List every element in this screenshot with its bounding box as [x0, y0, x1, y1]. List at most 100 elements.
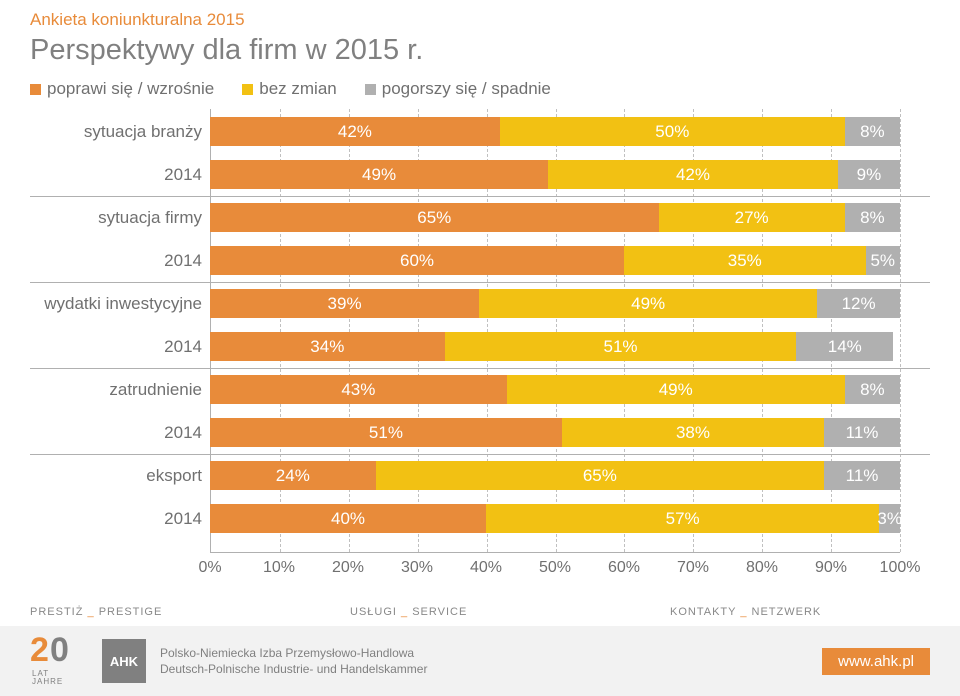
bar-segment: 38% — [562, 418, 824, 447]
legend-label: pogorszy się / spadnie — [382, 79, 551, 99]
bar-segment: 27% — [659, 203, 845, 232]
chart-row: eksport24%65%11% — [30, 461, 930, 490]
stacked-bar: 40%57%3% — [210, 504, 900, 533]
bar-segment: 14% — [796, 332, 893, 361]
legend-label: poprawi się / wzrośnie — [47, 79, 214, 99]
bar-segment: 51% — [210, 418, 562, 447]
bar-segment: 11% — [824, 418, 900, 447]
x-tick-label: 30% — [401, 559, 433, 577]
row-label: 2014 — [164, 337, 202, 357]
footer-logo-block: 2 0 LAT JAHRE AHK Polsko-Niemiecka Izba … — [30, 637, 427, 685]
chart-row: 2014 49%42%9% — [30, 160, 930, 189]
stacked-bar: 42%50%8% — [210, 117, 900, 146]
site-url: www.ahk.pl — [822, 648, 930, 675]
group-separator — [30, 196, 930, 197]
bar-segment: 42% — [548, 160, 838, 189]
legend-swatch — [30, 84, 41, 95]
group-separator — [30, 368, 930, 369]
bar-segment: 60% — [210, 246, 624, 275]
chart: 0% 10% 20% 30% 40% 50% 60% 70% 80% 90% 100% sytuac… — [30, 109, 930, 581]
bar-segment: 40% — [210, 504, 486, 533]
bar-segment: 8% — [845, 117, 900, 146]
group-separator — [30, 282, 930, 283]
bar-segment: 51% — [445, 332, 797, 361]
bar-segment: 5% — [866, 246, 901, 275]
logo-2-digit: 2 — [30, 631, 49, 670]
row-label: 2014 — [164, 165, 202, 185]
bar-segment: 11% — [824, 461, 900, 490]
x-tick-label: 50% — [539, 559, 571, 577]
logo-20-years: 2 0 LAT JAHRE — [30, 637, 88, 685]
bar-segment: 65% — [376, 461, 825, 490]
row-label: 2014 — [164, 423, 202, 443]
chart-row: zatrudnienie 43%49%8% — [30, 375, 930, 404]
bar-segment: 9% — [838, 160, 900, 189]
legend-swatch — [365, 84, 376, 95]
bar-segment: 65% — [210, 203, 659, 232]
page-title: Perspektywy dla firm w 2015 r. — [30, 34, 930, 67]
org-name: Polsko-Niemiecka Izba Przemysłowo-Handlo… — [160, 645, 427, 677]
footer: PRESTIŻ _ PRESTIGEUSŁUGI _ SERVICEKONTAK… — [0, 626, 960, 696]
bar-segment: 49% — [507, 375, 845, 404]
bar-segment: 49% — [479, 289, 817, 318]
group-separator — [30, 454, 930, 455]
stacked-bar: 39%49%12% — [210, 289, 900, 318]
stacked-bar: 49%42%9% — [210, 160, 900, 189]
chart-row: 2014 40%57%3% — [30, 504, 930, 533]
x-tick-label: 90% — [815, 559, 847, 577]
row-label: 2014 — [164, 251, 202, 271]
x-tick-label: 100% — [880, 559, 921, 577]
logo-0-digit: 0 — [50, 631, 69, 670]
x-tick-label: 60% — [608, 559, 640, 577]
bar-segment: 57% — [486, 504, 879, 533]
x-tick-label: 20% — [332, 559, 364, 577]
chart-row: 2014 60%35%5% — [30, 246, 930, 275]
stacked-bar: 24%65%11% — [210, 461, 900, 490]
footer-sections: PRESTIŻ _ PRESTIGEUSŁUGI _ SERVICEKONTAK… — [0, 606, 960, 626]
x-tick-label: 40% — [470, 559, 502, 577]
chart-row: sytuacja branży 42%50%8% — [30, 117, 930, 146]
org-line-1: Polsko-Niemiecka Izba Przemysłowo-Handlo… — [160, 645, 427, 661]
bar-segment: 35% — [624, 246, 866, 275]
row-label: sytuacja branży — [84, 122, 202, 142]
org-line-2: Deutsch-Polnische Industrie- und Handels… — [160, 661, 427, 677]
row-label: wydatki inwestycyjne — [44, 294, 202, 314]
chart-row: 2014 34%51%14% — [30, 332, 930, 361]
legend-item: pogorszy się / spadnie — [365, 79, 551, 99]
x-axis-labels: 0%10%20%30%40%50%60%70%80%90%100% — [210, 557, 900, 581]
ahk-logo: AHK — [102, 639, 146, 683]
bar-segment: 34% — [210, 332, 445, 361]
stacked-bar: 43%49%8% — [210, 375, 900, 404]
row-label: 2014 — [164, 509, 202, 529]
stacked-bar: 60%35%5% — [210, 246, 900, 275]
chart-row: wydatki inwestycyjne 39%49%12% — [30, 289, 930, 318]
x-tick-label: 10% — [263, 559, 295, 577]
bar-segment: 49% — [210, 160, 548, 189]
footer-section-label: KONTAKTY _ NETZWERK — [640, 606, 960, 626]
bar-segment: 3% — [879, 504, 900, 533]
stacked-bar: 51%38%11% — [210, 418, 900, 447]
bar-segment: 43% — [210, 375, 507, 404]
logo-sub-jahre: JAHRE — [32, 677, 63, 686]
bar-segment: 24% — [210, 461, 376, 490]
bar-segment: 12% — [817, 289, 900, 318]
row-label: sytuacja firmy — [98, 208, 202, 228]
footer-section-label: PRESTIŻ _ PRESTIGE — [0, 606, 320, 626]
legend-item: bez zmian — [242, 79, 336, 99]
legend-item: poprawi się / wzrośnie — [30, 79, 214, 99]
bar-segment: 8% — [845, 375, 900, 404]
legend-label: bez zmian — [259, 79, 336, 99]
footer-section-label: USŁUGI _ SERVICE — [320, 606, 640, 626]
row-label: zatrudnienie — [109, 380, 202, 400]
stacked-bar: 65%27%8% — [210, 203, 900, 232]
legend-swatch — [242, 84, 253, 95]
overtitle: Ankieta koniunkturalna 2015 — [30, 10, 930, 30]
legend: poprawi się / wzrośnie bez zmian pogorszy … — [30, 79, 930, 99]
bar-segment: 8% — [845, 203, 900, 232]
x-tick-label: 70% — [677, 559, 709, 577]
x-tick-label: 0% — [198, 559, 221, 577]
chart-row: sytuacja firmy 65%27%8% — [30, 203, 930, 232]
bar-segment: 50% — [500, 117, 845, 146]
x-tick-label: 80% — [746, 559, 778, 577]
stacked-bar: 34%51%14% — [210, 332, 900, 361]
